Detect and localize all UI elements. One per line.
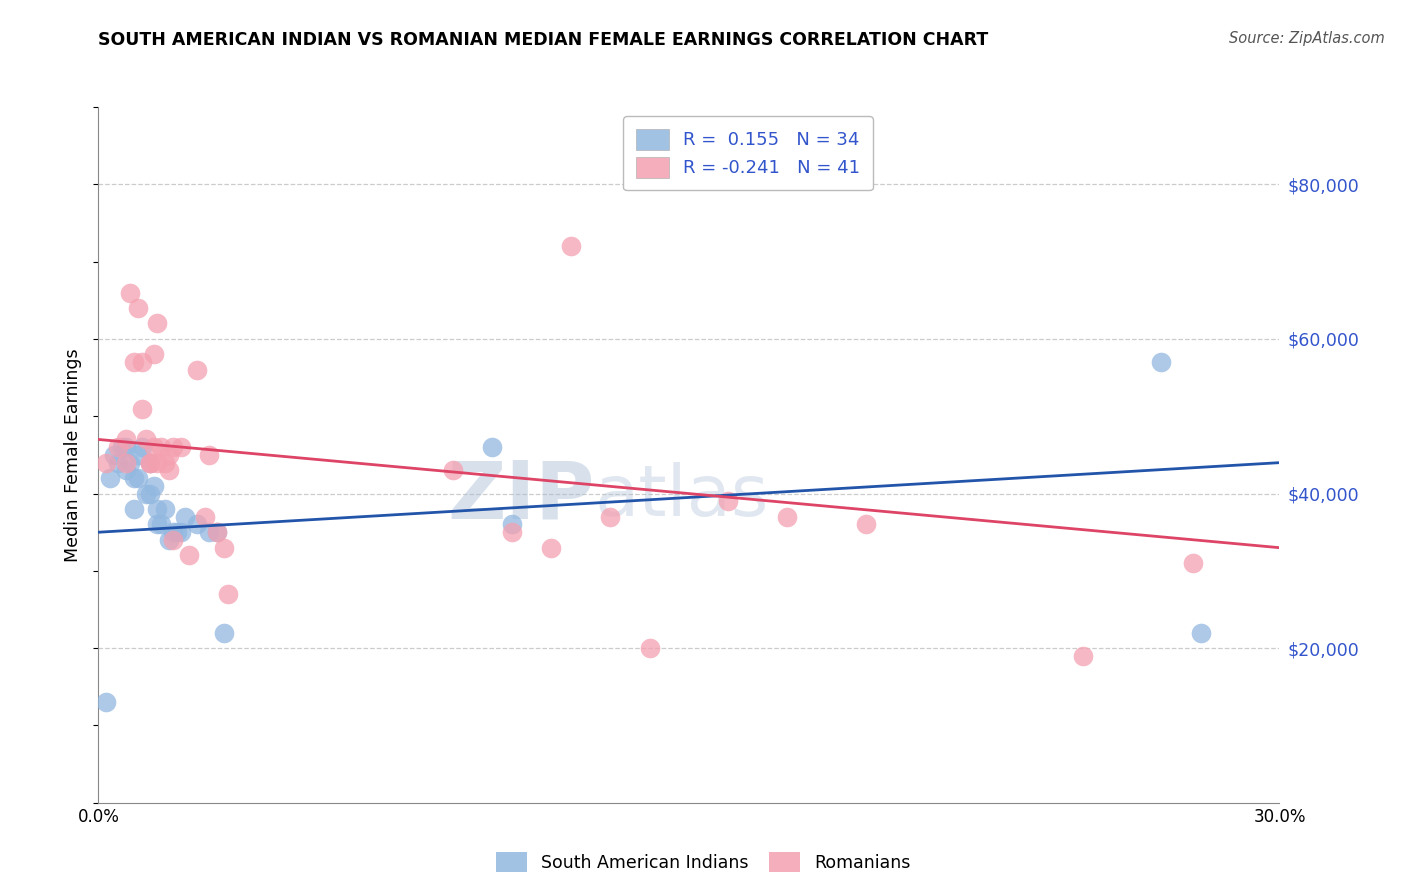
Point: [194, 509, 217, 524]
Point: [155, 456, 177, 470]
Point: [142, 440, 165, 454]
Point: [131, 440, 153, 454]
Point: [205, 525, 228, 540]
Point: [162, 533, 184, 547]
Point: [142, 347, 165, 361]
Point: [214, 625, 236, 640]
Legend: R =  0.155   N = 34, R = -0.241   N = 41: R = 0.155 N = 34, R = -0.241 N = 41: [623, 116, 873, 190]
Point: [146, 502, 169, 516]
Point: [98, 471, 121, 485]
Point: [122, 471, 145, 485]
Point: [103, 448, 125, 462]
Point: [186, 517, 208, 532]
Point: [96, 695, 118, 709]
Point: [122, 502, 145, 516]
Point: [205, 525, 228, 540]
Text: atlas: atlas: [595, 462, 769, 531]
Point: [157, 533, 180, 547]
Point: [107, 440, 129, 454]
Point: [131, 355, 153, 369]
Point: [115, 440, 138, 454]
Point: [118, 456, 141, 470]
Point: [481, 440, 503, 454]
Text: ZIP: ZIP: [447, 458, 595, 536]
Point: [1189, 625, 1212, 640]
Point: [115, 463, 138, 477]
Point: [111, 440, 134, 454]
Point: [138, 456, 160, 470]
Point: [501, 517, 523, 532]
Point: [638, 641, 661, 656]
Point: [135, 433, 157, 447]
Point: [560, 239, 582, 253]
Point: [157, 448, 180, 462]
Point: [217, 587, 239, 601]
Y-axis label: Median Female Earnings: Median Female Earnings: [65, 348, 83, 562]
Point: [127, 448, 149, 462]
Point: [157, 463, 180, 477]
Point: [118, 285, 141, 300]
Point: [1181, 556, 1204, 570]
Point: [115, 433, 138, 447]
Point: [855, 517, 877, 532]
Point: [540, 541, 562, 555]
Point: [122, 355, 145, 369]
Point: [501, 525, 523, 540]
Point: [162, 525, 184, 540]
Point: [142, 479, 165, 493]
Point: [138, 456, 160, 470]
Point: [776, 509, 799, 524]
Point: [96, 456, 118, 470]
Point: [1071, 648, 1094, 663]
Point: [174, 509, 197, 524]
Point: [150, 440, 173, 454]
Point: [197, 525, 219, 540]
Point: [131, 401, 153, 416]
Point: [186, 363, 208, 377]
Point: [177, 549, 200, 563]
Point: [155, 502, 177, 516]
Point: [441, 463, 464, 477]
Point: [138, 486, 160, 500]
Legend: South American Indians, Romanians: South American Indians, Romanians: [488, 845, 918, 879]
Point: [138, 456, 160, 470]
Point: [115, 456, 138, 470]
Point: [599, 509, 621, 524]
Point: [107, 456, 129, 470]
Point: [162, 440, 184, 454]
Point: [127, 301, 149, 315]
Point: [197, 448, 219, 462]
Text: Source: ZipAtlas.com: Source: ZipAtlas.com: [1229, 31, 1385, 46]
Point: [1150, 355, 1173, 369]
Point: [127, 471, 149, 485]
Point: [166, 525, 188, 540]
Point: [214, 541, 236, 555]
Point: [717, 494, 740, 508]
Text: SOUTH AMERICAN INDIAN VS ROMANIAN MEDIAN FEMALE EARNINGS CORRELATION CHART: SOUTH AMERICAN INDIAN VS ROMANIAN MEDIAN…: [98, 31, 988, 49]
Point: [170, 440, 193, 454]
Point: [135, 486, 157, 500]
Point: [146, 317, 169, 331]
Point: [146, 456, 169, 470]
Point: [170, 525, 193, 540]
Point: [150, 517, 173, 532]
Point: [146, 517, 169, 532]
